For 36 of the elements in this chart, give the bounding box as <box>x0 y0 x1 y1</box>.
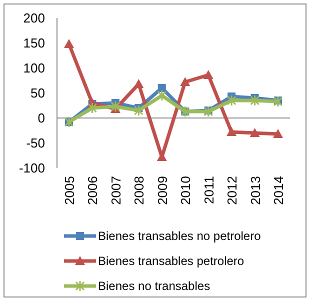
legend-label: Bienes transables no petrolero <box>98 229 262 244</box>
point <box>204 106 214 118</box>
point <box>110 100 120 112</box>
point <box>226 94 236 106</box>
point <box>273 96 283 108</box>
point <box>134 104 144 116</box>
point <box>180 77 190 86</box>
x-tick-label: 2008 <box>132 176 147 205</box>
point <box>250 128 260 137</box>
point <box>158 84 166 92</box>
y-tick-label: 150 <box>23 36 45 51</box>
x-tick-label: 2010 <box>178 176 194 205</box>
point <box>64 39 74 48</box>
x-tick-label: 2013 <box>248 176 263 205</box>
point <box>273 129 283 138</box>
x-tick-label: 2012 <box>224 176 240 205</box>
y-tick-label: 100 <box>23 60 45 76</box>
x-tick-label: 2007 <box>108 176 124 205</box>
y-tick-label: 200 <box>23 10 45 26</box>
x-tick-label: 2005 <box>62 176 77 205</box>
x-tick-label: 2006 <box>85 176 100 205</box>
point <box>134 79 144 88</box>
x-tick-label: 2014 <box>271 176 286 205</box>
x-tick-label: 2009 <box>154 176 170 205</box>
y-tick-label: 0 <box>38 110 45 126</box>
legend-label: Bienes no transables <box>98 279 210 294</box>
point <box>87 102 97 114</box>
x-tick-label: 2011 <box>201 176 216 204</box>
point <box>157 90 167 102</box>
point <box>226 127 237 136</box>
y-tick-label: -50 <box>26 136 45 151</box>
point <box>203 70 214 79</box>
legend-label: Bienes transables petrolero <box>98 254 244 268</box>
y-tick-label: 50 <box>30 86 45 101</box>
y-tick-label: -100 <box>18 160 45 176</box>
point <box>250 94 260 106</box>
